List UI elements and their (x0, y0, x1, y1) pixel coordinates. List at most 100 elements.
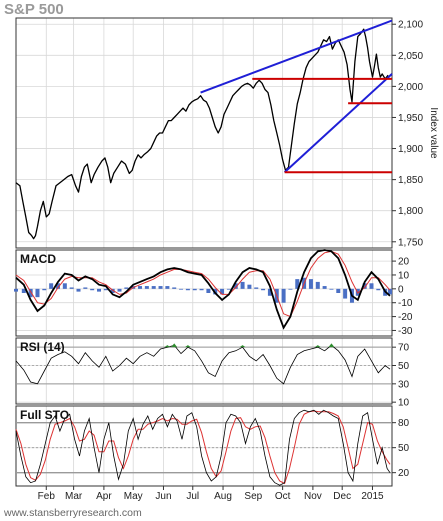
macd-histogram-bar (90, 288, 95, 291)
price-series-trend-upper-1 (200, 19, 393, 94)
rsi-line (15, 344, 391, 385)
macd-histogram-bar (185, 288, 190, 291)
price-series-trend-lower-2 (283, 73, 393, 173)
rsi-overbought-marker (314, 345, 321, 348)
macd-histogram-bar (220, 288, 225, 295)
rsi-ytick-label: 70 (398, 343, 410, 354)
rsi-overbought-marker (184, 345, 191, 348)
macd-histogram-bar (138, 286, 143, 289)
macd-histogram-bar (42, 288, 47, 291)
rsi-overbought-marker (171, 343, 178, 348)
price-ytick-label: 1,850 (398, 175, 423, 186)
macd-histogram-bar (158, 286, 163, 289)
x-tick-label: Nov (304, 491, 322, 502)
x-tick-label: Dec (333, 491, 351, 502)
x-tick-label: Jul (186, 491, 199, 502)
sto-k-line (15, 409, 391, 486)
macd-histogram-bar (165, 286, 170, 289)
macd-histogram-bar (179, 288, 184, 290)
macd-histogram-bar (69, 287, 74, 289)
x-tick-label: Apr (96, 491, 112, 502)
macd-histogram-bar (28, 288, 33, 298)
price-panel: 1,750 1,800 1,850 1,900 1,950 2,000 2,050 2,100… (15, 17, 439, 249)
macd-histogram-bar (151, 286, 156, 289)
macd-histogram-bar (62, 283, 67, 289)
macd-histogram-bar (388, 288, 393, 295)
sto-d-line (15, 410, 391, 485)
price-ytick-label: 2,100 (398, 20, 423, 31)
price-series-price-0 (15, 28, 389, 240)
sto-title: Full STO (20, 408, 69, 422)
macd-histogram-bar (110, 288, 115, 293)
macd-histogram-bar (199, 288, 204, 291)
macd-histogram-bar (288, 288, 293, 290)
macd-ytick-label: 10 (398, 270, 410, 281)
sto-ytick-label: 50 (398, 443, 410, 454)
rsi-overbought-marker (239, 345, 246, 348)
macd-histogram-bar (83, 287, 88, 289)
price-ytick-label: 1,950 (398, 113, 423, 124)
macd-histogram-bar (254, 287, 259, 289)
sto-ytick-label: 80 (398, 418, 410, 429)
rsi-frame (15, 337, 393, 405)
price-ytick-label: 2,000 (398, 82, 423, 93)
macd-histogram-bar (240, 281, 245, 289)
macd-histogram-bar (144, 286, 149, 289)
x-tick-label: Feb (38, 491, 56, 502)
macd-histogram-bar (281, 288, 286, 303)
macd-histogram-bar (49, 283, 54, 289)
macd-title: MACD (20, 252, 56, 266)
macd-histogram-bar (308, 279, 313, 289)
price-ytick-label: 1,750 (398, 237, 423, 248)
macd-histogram-bar (343, 288, 348, 299)
footer-url: www.stansberryresearch.com (3, 507, 142, 519)
chart-title: S&P 500 (4, 1, 64, 18)
x-tick-label: Aug (214, 491, 232, 502)
macd-ytick-label: -20 (398, 312, 413, 323)
macd-histogram-bar (247, 284, 252, 289)
price-ytick-label: 1,800 (398, 206, 423, 217)
macd-histogram-bar (315, 281, 320, 289)
x-tick-label: 2015 (361, 491, 384, 502)
y-axis-label: Index value (428, 107, 439, 159)
macd-ytick-label: -30 (398, 326, 413, 337)
rsi-overbought-marker (328, 343, 335, 348)
macd-histogram-bar (261, 288, 266, 291)
macd-panel: 20 10 0 -10 -20 -30 MACD (14, 249, 413, 337)
macd-histogram-bar (103, 288, 108, 291)
macd-histogram-bar (206, 288, 211, 293)
macd-histogram-bar (76, 288, 81, 292)
macd-histogram-bar (14, 288, 18, 292)
macd-histogram-bar (369, 283, 374, 289)
rsi-panel: 70 50 30 10 RSI (14) (15, 337, 410, 409)
sto-ytick-label: 20 (398, 468, 410, 479)
macd-histogram-bar (226, 288, 231, 290)
macd-ytick-label: 0 (398, 284, 404, 295)
macd-frame (15, 249, 393, 337)
price-ytick-label: 2,050 (398, 51, 423, 62)
rsi-ytick-label: 50 (398, 361, 410, 372)
x-tick-label: Sep (244, 491, 262, 502)
macd-histogram-bar (192, 288, 197, 291)
rsi-overbought-marker (164, 345, 171, 348)
macd-histogram-bar (117, 288, 122, 292)
macd-ytick-label: 20 (398, 257, 410, 268)
macd-histogram-bar (336, 288, 341, 293)
x-tick-label: May (124, 491, 143, 502)
macd-histogram-bar (124, 287, 129, 289)
x-tick-label: Jun (155, 491, 171, 502)
macd-histogram-bar (322, 286, 327, 289)
macd-histogram-bar (97, 288, 102, 292)
macd-histogram-bar (376, 288, 381, 291)
x-tick-label: Mar (65, 491, 83, 502)
sto-frame (15, 405, 393, 487)
rsi-ytick-label: 30 (398, 379, 410, 390)
macd-histogram-bar (35, 288, 40, 298)
rsi-title: RSI (14) (20, 340, 65, 354)
macd-histogram-bar (362, 283, 367, 289)
price-ytick-label: 1,900 (398, 144, 423, 155)
x-axis: Feb Mar Apr May Jun Jul Aug Sep Oct Nov Dec 2015 (38, 486, 384, 502)
macd-histogram-bar (267, 288, 272, 296)
macd-histogram-bar (233, 283, 238, 289)
